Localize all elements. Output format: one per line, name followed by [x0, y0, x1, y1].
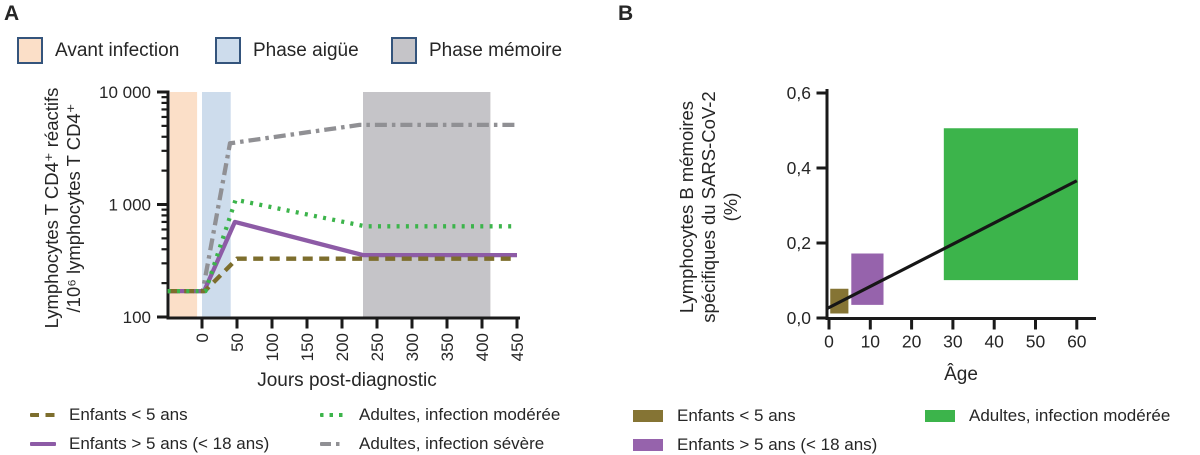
y-axis-label-b: spécifiques du SARS-CoV-2 [698, 91, 719, 322]
y-tick-label: 0,6 [787, 83, 811, 103]
phase-memoire-swatch [391, 37, 417, 64]
x-tick-label: 0 [824, 332, 834, 352]
legend-item-phase-memoire: Phase mémoire [391, 34, 562, 67]
b-adultes-moderee-label: Adultes, infection modérée [969, 406, 1171, 425]
x-tick-label: 300 [403, 333, 422, 361]
x-tick-label: 250 [368, 333, 387, 361]
x-tick-label: 40 [984, 332, 1004, 352]
x-tick-label: 50 [1026, 332, 1046, 352]
series-adultes-infection-moderee [167, 197, 517, 294]
b-enfants-plus-5-ans-label: Enfants > 5 ans (< 18 ans) [677, 435, 878, 454]
y-tick-label: 0,0 [787, 308, 812, 328]
phase-memoire-label: Phase mémoire [429, 39, 563, 61]
y-tick-label: 100 [123, 308, 151, 327]
legend-item-b-enfants-plus-5-ans: Enfants > 5 ans (< 18 ans) [633, 435, 877, 455]
x-tick-label: 350 [438, 333, 457, 361]
x-tick-label: 50 [228, 333, 247, 352]
b-enfants-moins-5-ans-label: Enfants < 5 ans [677, 406, 796, 425]
legend-item-adultes-moderee: Adultes, infection modérée [320, 405, 560, 425]
x-tick-label: 0 [193, 333, 212, 342]
panel-a-label: A [4, 2, 20, 25]
y-axis-label-a: /10⁶ lymphocytes T CD4⁺ [63, 104, 84, 313]
legend-item-b-adultes-moderee: Adultes, infection modérée [925, 406, 1170, 426]
adultes-moderee-label: Adultes, infection modérée [359, 405, 561, 424]
enfants-plus-5-ans-label: Enfants > 5 ans (< 18 ans) [69, 434, 270, 453]
b-adultes-moderee-swatch [925, 410, 955, 422]
x-tick-label: 200 [333, 333, 352, 361]
band-phase-memoire [363, 92, 491, 318]
legend-item-enfants-plus-5-ans: Enfants > 5 ans (< 18 ans) [30, 434, 269, 454]
enfants-moins-5-ans-line-marker [30, 412, 56, 418]
series-adultes-infection-severe [167, 122, 517, 294]
legend-item-adultes-severe: Adultes, infection sévère [320, 434, 544, 454]
x-tick-label: 20 [902, 332, 922, 352]
b-enfants-moins-5-ans-swatch [633, 410, 663, 422]
x-tick-label: 30 [943, 332, 963, 352]
x-tick-label: 60 [1067, 332, 1087, 352]
enfants-plus-5-ans-line-marker [30, 441, 56, 447]
y-tick-label: 0,4 [787, 158, 812, 178]
legend-item-avant-infection: Avant infection [17, 34, 179, 67]
adultes-severe-line-marker [320, 441, 346, 447]
y-tick-label: 1 000 [108, 196, 151, 215]
y-axis-label-b: (%) [720, 193, 741, 222]
enfants-moins-5-ans-label: Enfants < 5 ans [69, 405, 188, 424]
box-adultes-infection-moderee [943, 128, 1079, 281]
legend-item-phase-aigue: Phase aigüe [215, 34, 359, 67]
avant-infection-swatch [17, 37, 43, 64]
trend-line [826, 179, 1078, 311]
box-enfants-5-ans-18-ans [851, 253, 884, 305]
legend-item-b-enfants-moins-5-ans: Enfants < 5 ans [633, 406, 796, 426]
x-axis-label-a: Jours post-diagnostic [257, 370, 437, 391]
legend-item-enfants-moins-5-ans: Enfants < 5 ans [30, 405, 188, 425]
x-tick-label: 150 [298, 333, 317, 361]
b-enfants-plus-5-ans-swatch [633, 439, 663, 451]
panel-b-label: B [618, 2, 634, 25]
adultes-severe-label: Adultes, infection sévère [359, 434, 545, 453]
y-tick-label: 0,2 [787, 233, 811, 253]
phase-aigue-label: Phase aigüe [253, 39, 359, 61]
band-avant-infection [169, 92, 198, 318]
x-tick-label: 400 [473, 333, 492, 361]
phase-aigue-swatch [215, 37, 241, 64]
x-axis-label-b: Âge [944, 363, 978, 385]
panel-a-chart: 100 1 000 10 000 0 50 100 150 200 250 300 350 400 45… [41, 83, 527, 391]
y-axis-label-a: Lymphocytes T CD4⁺ réactifs [41, 88, 62, 329]
adultes-moderee-line-marker [320, 412, 346, 418]
panel-b-chart: 0,0 0,2 0,4 0,6 0 10 20 30 40 50 60 Âge Lymphocytes … [676, 83, 1096, 385]
avant-infection-label: Avant infection [55, 39, 180, 61]
y-axis-label-b: Lymphocytes B mémoires [676, 101, 697, 313]
series-enfants-5-ans [167, 256, 517, 294]
x-tick-label: 450 [508, 333, 527, 361]
y-tick-label: 10 000 [99, 83, 151, 102]
x-tick-label: 100 [263, 333, 282, 361]
x-tick-label: 10 [861, 332, 881, 352]
